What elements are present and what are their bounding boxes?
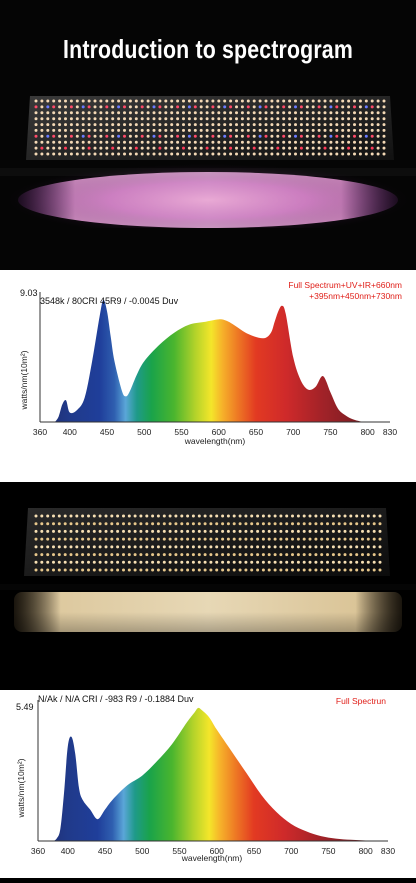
spectrum-chart-1: 9.03 3548k / 80CRI 45R9 / -0.0045 Duv Fu… <box>0 270 416 462</box>
y-axis-label: watts/nm(10m²) <box>19 350 29 410</box>
spectrum-label-line2: +395nm+450nm+730nm <box>309 291 402 301</box>
y-max-label: 5.49 <box>16 702 34 712</box>
x-axis-label: wavelength(nm) <box>184 436 246 446</box>
x-tick-label: 650 <box>249 427 263 437</box>
x-tick-label: 360 <box>31 846 45 856</box>
spectrum-area <box>54 299 368 422</box>
spectrum-chart-2: 5.49 N/Ak / N/A CRI / -983 R9 / -0.1884 … <box>0 690 416 878</box>
x-tick-label: 750 <box>323 427 337 437</box>
spectrum-label-line1: Full Spectrum+UV+IR+660nm <box>288 280 402 290</box>
x-tick-label: 500 <box>135 846 149 856</box>
x-tick-label: 700 <box>286 427 300 437</box>
x-tick-label: 400 <box>61 846 75 856</box>
x-tick-label: 500 <box>137 427 151 437</box>
x-tick-label: 600 <box>210 846 224 856</box>
x-tick-label: 550 <box>174 427 188 437</box>
top-panel: Introduction to spectrogram <box>0 34 416 462</box>
x-tick-label: 750 <box>321 846 335 856</box>
x-tick-label: 830 <box>381 846 395 856</box>
chart-header: 3548k / 80CRI 45R9 / -0.0045 Duv <box>40 296 179 306</box>
x-tick-label: 450 <box>100 427 114 437</box>
y-axis-label: watts/nm(10m²) <box>16 758 26 818</box>
spectrum-label-line1: Full Spectrun <box>336 696 386 706</box>
section-divider <box>0 462 416 482</box>
x-axis-label: wavelength(nm) <box>181 853 243 863</box>
led-panel-photo-warm-white <box>0 508 416 690</box>
x-tick-label: 650 <box>247 846 261 856</box>
x-tick-label: 800 <box>361 427 375 437</box>
x-tick-label: 550 <box>172 846 186 856</box>
y-max-label: 9.03 <box>20 288 38 298</box>
page-title: Introduction to spectrogram <box>63 34 353 64</box>
x-tick-label: 700 <box>284 846 298 856</box>
bottom-panel: 5.49 N/Ak / N/A CRI / -983 R9 / -0.1884 … <box>0 482 416 878</box>
x-tick-label: 360 <box>33 427 47 437</box>
chart-header: N/Ak / N/A CRI / -983 R9 / -0.1884 Duv <box>38 694 194 704</box>
x-tick-label: 400 <box>63 427 77 437</box>
x-tick-label: 600 <box>212 427 226 437</box>
spectrum-area <box>52 707 381 841</box>
x-tick-label: 450 <box>98 846 112 856</box>
x-tick-label: 800 <box>359 846 373 856</box>
led-panel-photo-full-spectrum <box>0 96 416 270</box>
x-tick-label: 830 <box>383 427 397 437</box>
